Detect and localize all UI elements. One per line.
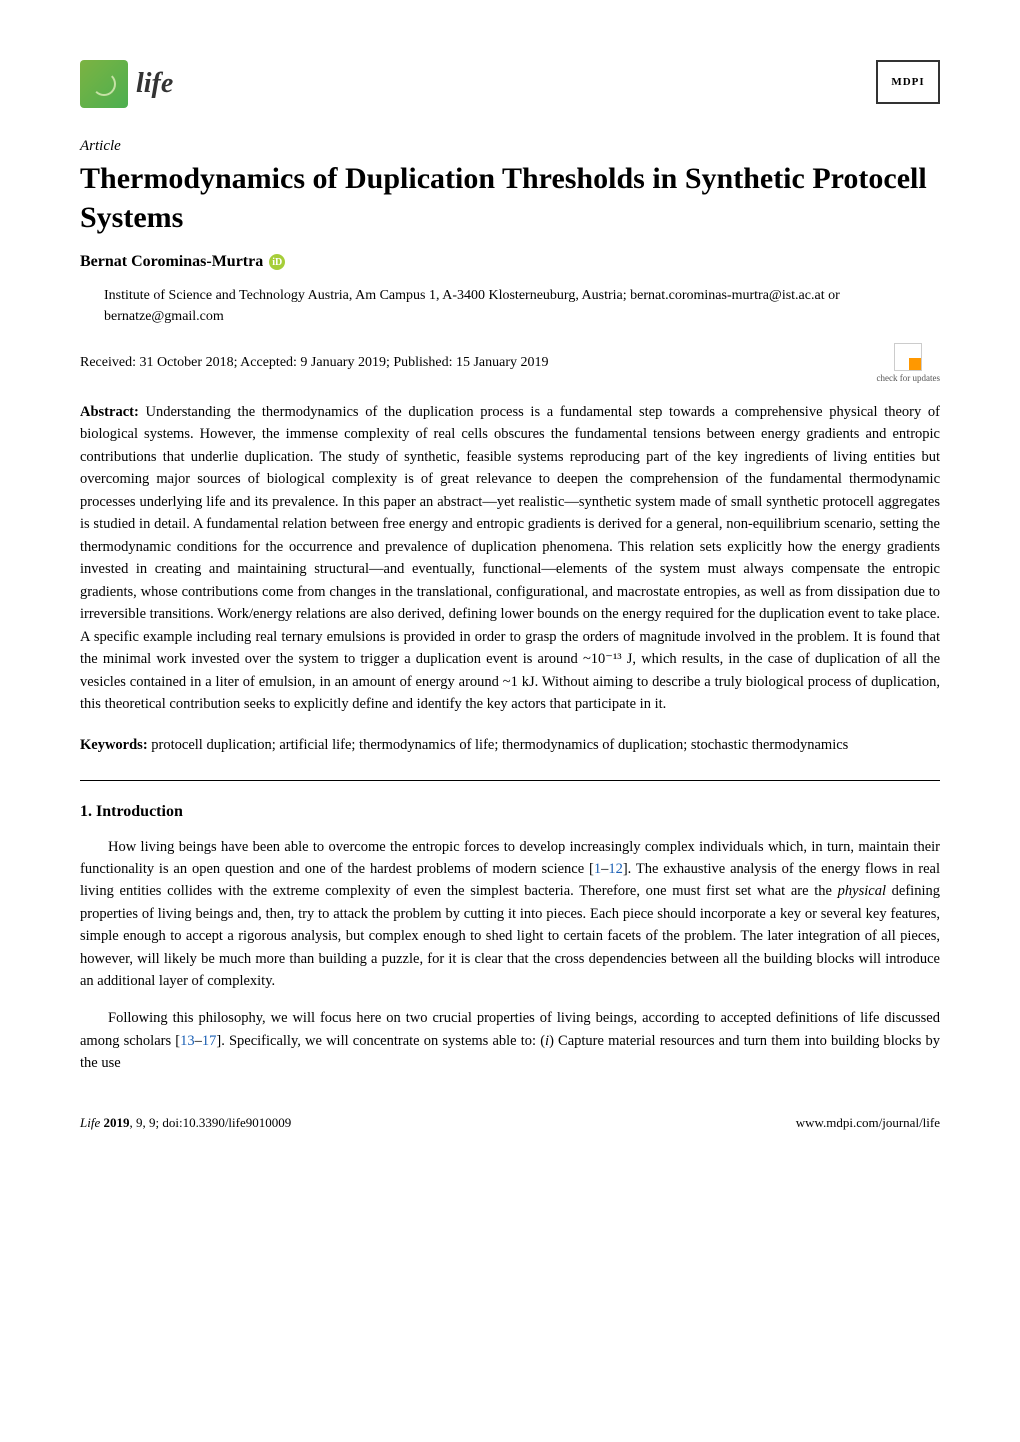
ref-link[interactable]: 17 [202, 1033, 217, 1049]
check-updates-icon [894, 343, 922, 371]
abstract: Abstract: Understanding the thermodynami… [80, 401, 940, 716]
publication-dates: Received: 31 October 2018; Accepted: 9 J… [80, 355, 549, 371]
footer-left: Life 2019, 9, 9; doi:10.3390/life9010009 [80, 1115, 291, 1131]
orcid-icon[interactable]: iD [269, 254, 285, 270]
check-updates-label: check for updates [877, 373, 940, 383]
footer-right[interactable]: www.mdpi.com/journal/life [796, 1115, 940, 1131]
keywords: Keywords: protocell duplication; artific… [80, 734, 940, 756]
keywords-text: protocell duplication; artificial life; … [148, 737, 849, 753]
section-heading-1: 1. Introduction [80, 803, 940, 821]
intro-paragraph-1: How living beings have been able to over… [80, 836, 940, 993]
abstract-text: Understanding the thermodynamics of the … [80, 404, 940, 712]
journal-name: life [136, 68, 173, 100]
separator [80, 780, 940, 781]
publisher-logo: MDPI [876, 60, 940, 104]
dates-row: Received: 31 October 2018; Accepted: 9 J… [80, 343, 940, 383]
keywords-label: Keywords: [80, 737, 148, 753]
article-title: Thermodynamics of Duplication Thresholds… [80, 159, 940, 237]
author-row: Bernat Corominas-Murtra iD [80, 253, 940, 271]
footer: Life 2019, 9, 9; doi:10.3390/life9010009… [80, 1115, 940, 1131]
abstract-label: Abstract: [80, 404, 139, 420]
ref-link[interactable]: 1 [594, 861, 601, 877]
intro-paragraph-2: Following this philosophy, we will focus… [80, 1007, 940, 1074]
ref-link[interactable]: 13 [180, 1033, 195, 1049]
header: life MDPI [80, 60, 940, 108]
check-updates-badge[interactable]: check for updates [877, 343, 940, 383]
journal-logo: life [80, 60, 173, 108]
affiliation: Institute of Science and Technology Aust… [104, 285, 940, 327]
article-type: Article [80, 138, 940, 155]
ref-link[interactable]: 12 [608, 861, 623, 877]
life-icon [80, 60, 128, 108]
author-name: Bernat Corominas-Murtra [80, 253, 263, 271]
